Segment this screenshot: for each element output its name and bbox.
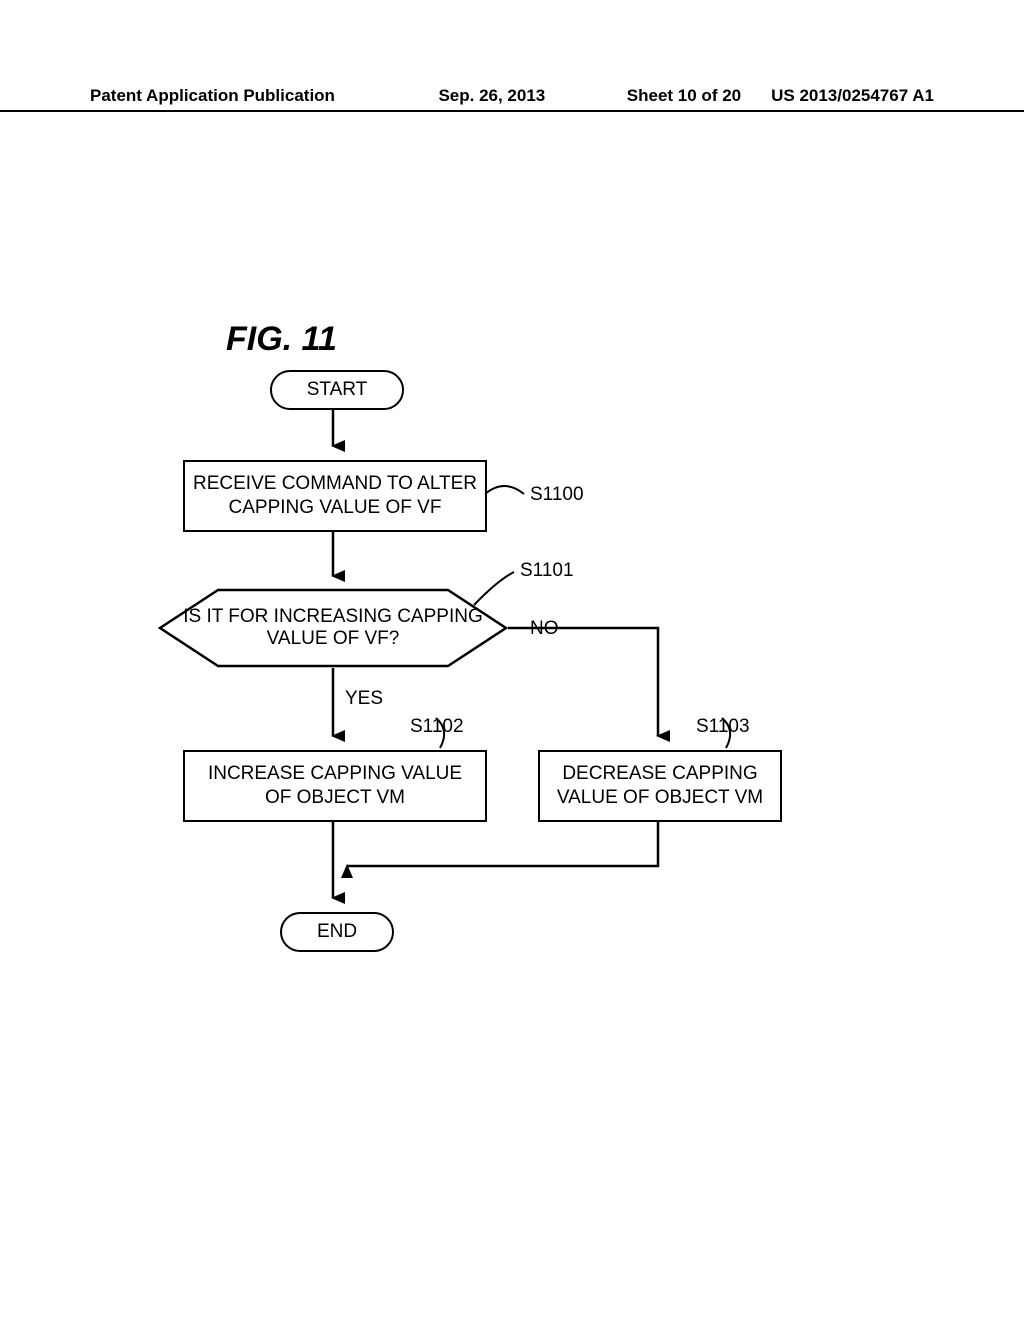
edge-s1103-merge	[347, 820, 658, 866]
leader-s1100	[485, 486, 524, 494]
leader-s1101	[474, 572, 514, 605]
leader-s1103	[722, 718, 730, 748]
page: Patent Application Publication Sep. 26, …	[0, 0, 1024, 1320]
leader-s1102	[436, 718, 444, 748]
flowchart-svg: IS IT FOR INCREASING CAPPING VALUE OF VF…	[0, 0, 1024, 1320]
decision-s1101-text-l2: VALUE OF VF?	[267, 628, 400, 649]
decision-s1101-text-l1: IS IT FOR INCREASING CAPPING	[183, 606, 482, 627]
edge-s1101-s1103	[508, 628, 658, 736]
